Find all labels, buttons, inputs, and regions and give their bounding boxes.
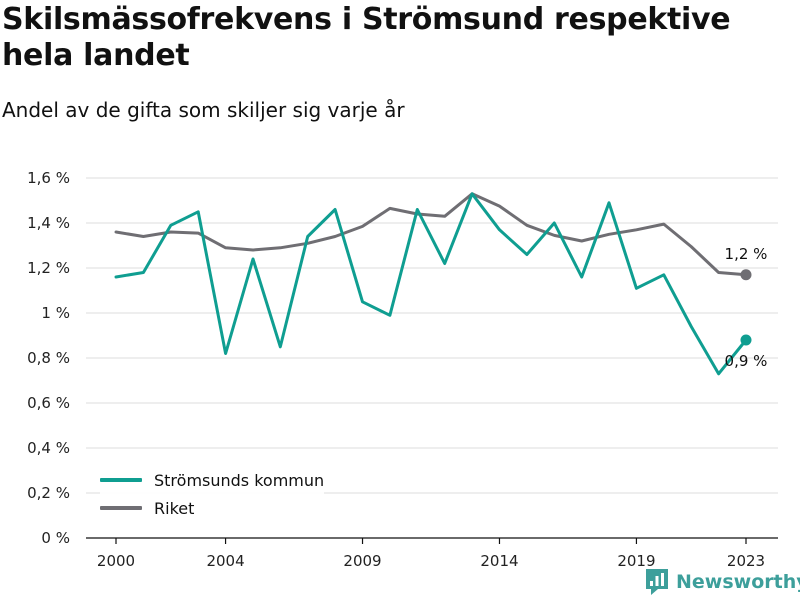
legend-item-stromsund: Strömsunds kommun xyxy=(100,466,324,494)
x-tick-label: 2014 xyxy=(480,552,518,570)
end-label-riket: 1,2 % xyxy=(725,245,768,263)
chart-subtitle: Andel av de gifta som skiljer sig varje … xyxy=(2,98,405,122)
chart-series xyxy=(114,192,752,376)
x-tick-label: 2023 xyxy=(727,552,765,570)
x-tick-label: 2009 xyxy=(343,552,381,570)
end-label-stromsund: 0,9 % xyxy=(725,352,768,370)
brand-logo: Newsworthy xyxy=(644,568,800,596)
legend-item-riket: Riket xyxy=(100,494,324,522)
legend: Strömsunds kommun Riket xyxy=(100,466,325,522)
end-labels: 1,2 % 0,9 % xyxy=(725,245,768,370)
y-tick-label: 1 % xyxy=(41,304,70,322)
x-tick-label: 2019 xyxy=(617,552,655,570)
x-axis: 2000 2004 2009 2014 2019 2023 xyxy=(86,537,778,570)
y-tick-label: 0,6 % xyxy=(27,394,70,412)
x-tick-label: 2004 xyxy=(206,552,244,570)
legend-swatch-stromsund xyxy=(100,478,142,482)
y-tick-label: 0,4 % xyxy=(27,439,70,457)
series-end-point xyxy=(740,334,752,346)
y-tick-label: 1,2 % xyxy=(27,259,70,277)
legend-label-stromsund: Strömsunds kommun xyxy=(154,470,325,490)
series-line-stromsund xyxy=(114,192,748,376)
legend-label-riket: Riket xyxy=(154,498,195,518)
y-axis-tick-labels: 0 % 0,2 % 0,4 % 0,6 % 0,8 % 1 % 1,2 % 1,4 % 1,6 … xyxy=(27,169,70,547)
y-tick-label: 0,2 % xyxy=(27,484,70,502)
legend-swatch-riket xyxy=(100,506,142,510)
chart-title: Skilsmässofrekvens i Strömsund respektiv… xyxy=(2,2,731,73)
series-end-point xyxy=(740,269,752,281)
newsworthy-logo-icon xyxy=(646,569,668,595)
brand-name: Newsworthy xyxy=(676,571,800,593)
y-tick-label: 1,6 % xyxy=(27,169,70,187)
x-tick-label: 2000 xyxy=(97,552,135,570)
y-tick-label: 1,4 % xyxy=(27,214,70,232)
y-tick-label: 0,8 % xyxy=(27,349,70,367)
y-tick-label: 0 % xyxy=(41,529,70,547)
series-line-riket xyxy=(114,192,748,277)
